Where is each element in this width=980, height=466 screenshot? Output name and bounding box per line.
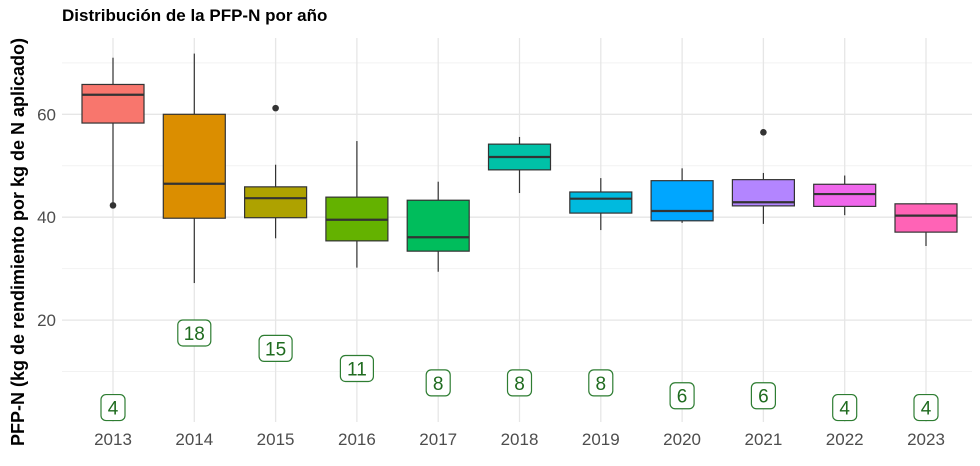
count-label: 11 xyxy=(347,359,367,380)
x-tick-label: 2013 xyxy=(94,430,132,449)
count-label: 8 xyxy=(514,374,525,395)
x-tick-label: 2014 xyxy=(175,430,213,449)
x-tick-label: 2020 xyxy=(663,430,701,449)
x-tick-label: 2021 xyxy=(744,430,782,449)
x-tick-label: 2016 xyxy=(338,430,376,449)
count-label-box xyxy=(913,393,939,422)
x-tick-label: 2018 xyxy=(501,430,539,449)
box-2019 xyxy=(569,191,633,214)
x-tick-label: 2015 xyxy=(257,430,295,449)
count-label: 4 xyxy=(108,399,119,420)
x-tick-label: 2023 xyxy=(907,430,945,449)
box-2023 xyxy=(894,203,958,233)
count-label-box xyxy=(506,369,533,397)
box-2020 xyxy=(650,180,714,222)
y-tick-label: 20 xyxy=(37,311,56,330)
count-label-box xyxy=(339,354,374,383)
count-label: 6 xyxy=(677,387,688,408)
outlier-point xyxy=(109,202,117,209)
count-label: 4 xyxy=(839,399,850,420)
count-label-box xyxy=(669,382,695,410)
box-2022 xyxy=(813,183,877,207)
count-label: 8 xyxy=(596,374,607,395)
box-2013 xyxy=(81,83,145,124)
x-tick-label: 2017 xyxy=(419,430,457,449)
box-2017 xyxy=(406,199,470,252)
count-label-box xyxy=(425,369,451,397)
count-label: 4 xyxy=(921,399,932,420)
chart-title: Distribución de la PFP-N por año xyxy=(62,6,328,25)
y-tick-label: 60 xyxy=(37,105,56,124)
count-label-box xyxy=(100,393,126,422)
x-tick-label: 2022 xyxy=(826,430,864,449)
box-2014 xyxy=(162,113,226,219)
outlier-point xyxy=(272,104,279,112)
box-2015 xyxy=(244,186,308,219)
count-label: 6 xyxy=(758,387,769,408)
outlier-point xyxy=(760,129,767,136)
count-label-box xyxy=(750,382,777,410)
count-label-box xyxy=(832,393,858,422)
count-label-box xyxy=(258,334,293,362)
y-axis-title: PFP-N (kg de rendimiento por kg de N apl… xyxy=(8,38,28,446)
count-label-box xyxy=(177,319,212,347)
count-label: 18 xyxy=(184,324,205,345)
y-tick-label: 40 xyxy=(37,208,56,227)
count-label: 8 xyxy=(433,374,444,395)
count-label: 15 xyxy=(265,339,286,360)
count-label-box xyxy=(588,369,614,397)
x-tick-label: 2019 xyxy=(582,430,620,449)
